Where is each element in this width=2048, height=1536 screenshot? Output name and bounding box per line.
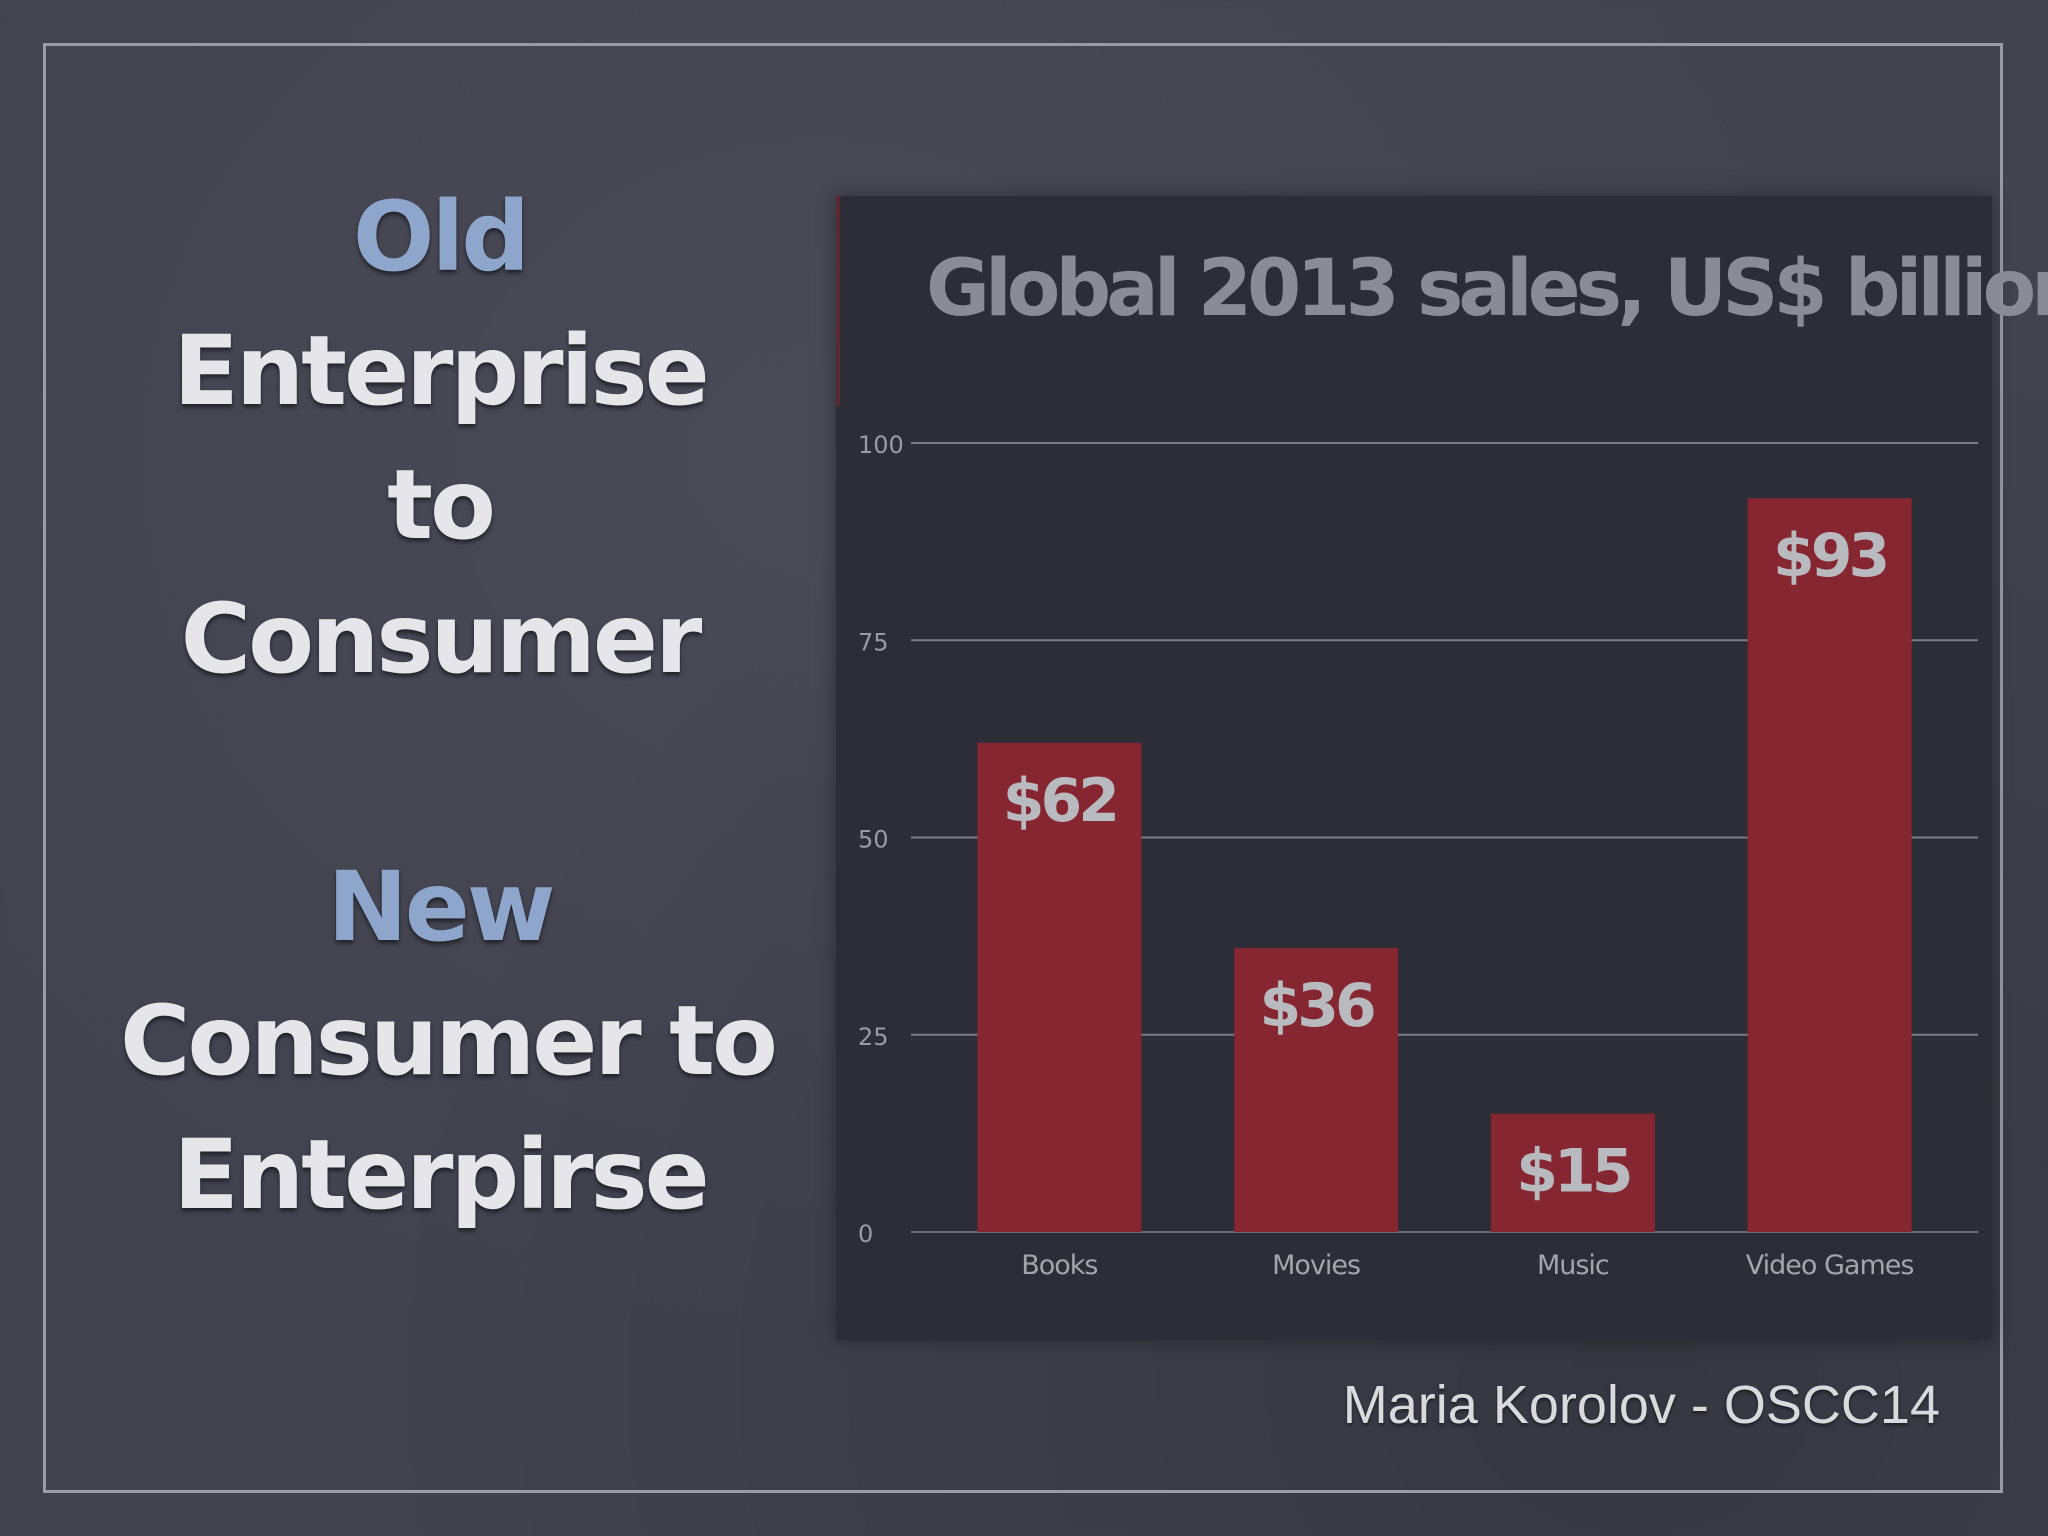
old-line-1: Enterprise [173,315,709,427]
data-label: $93 [1773,521,1886,591]
new-label: New [327,851,555,963]
data-label: $15 [1516,1137,1629,1207]
y-tick-label: 75 [858,628,889,656]
bar-video-games [1747,498,1912,1233]
chart-title: Global 2013 sales, US$ billion [926,244,2048,334]
bar-movies [1234,947,1399,1232]
footer-credit: Maria Korolov - OSCC14 [1342,1375,1940,1435]
chart-accent-line [836,196,840,406]
x-tick-label: Movies [1272,1250,1360,1281]
y-tick-label: 0 [858,1220,873,1248]
new-line-1: Consumer to [120,985,778,1097]
old-label: Old [352,181,530,293]
text-gap [120,706,760,840]
bar-books [977,742,1142,1232]
old-line-3: Consumer [180,583,703,695]
data-label: $62 [1003,766,1116,836]
slide-frame [43,43,2003,1493]
y-tick-label: 50 [858,826,889,854]
x-tick-label: Books [1021,1250,1097,1281]
x-tick-label: Music [1537,1250,1609,1281]
x-tick-label: Video Games [1746,1250,1914,1281]
y-tick-label: 25 [858,1023,889,1051]
new-line-2: Enterpirse [173,1119,709,1231]
y-tick-label: 100 [858,431,904,459]
slide-text-block: Old Enterprise to Consumer New Consumer … [120,170,778,1242]
bar-chart: 0 25 50 75 100 $62 Books $36 Movies $15 Music $93 Vi… [858,431,1978,1281]
bar-music [1490,1113,1655,1232]
chart-panel: Global 2013 sales, US$ billion 0 25 50 75 10… [836,196,2048,1340]
data-label: $36 [1260,971,1374,1041]
old-line-2: to [387,449,496,561]
